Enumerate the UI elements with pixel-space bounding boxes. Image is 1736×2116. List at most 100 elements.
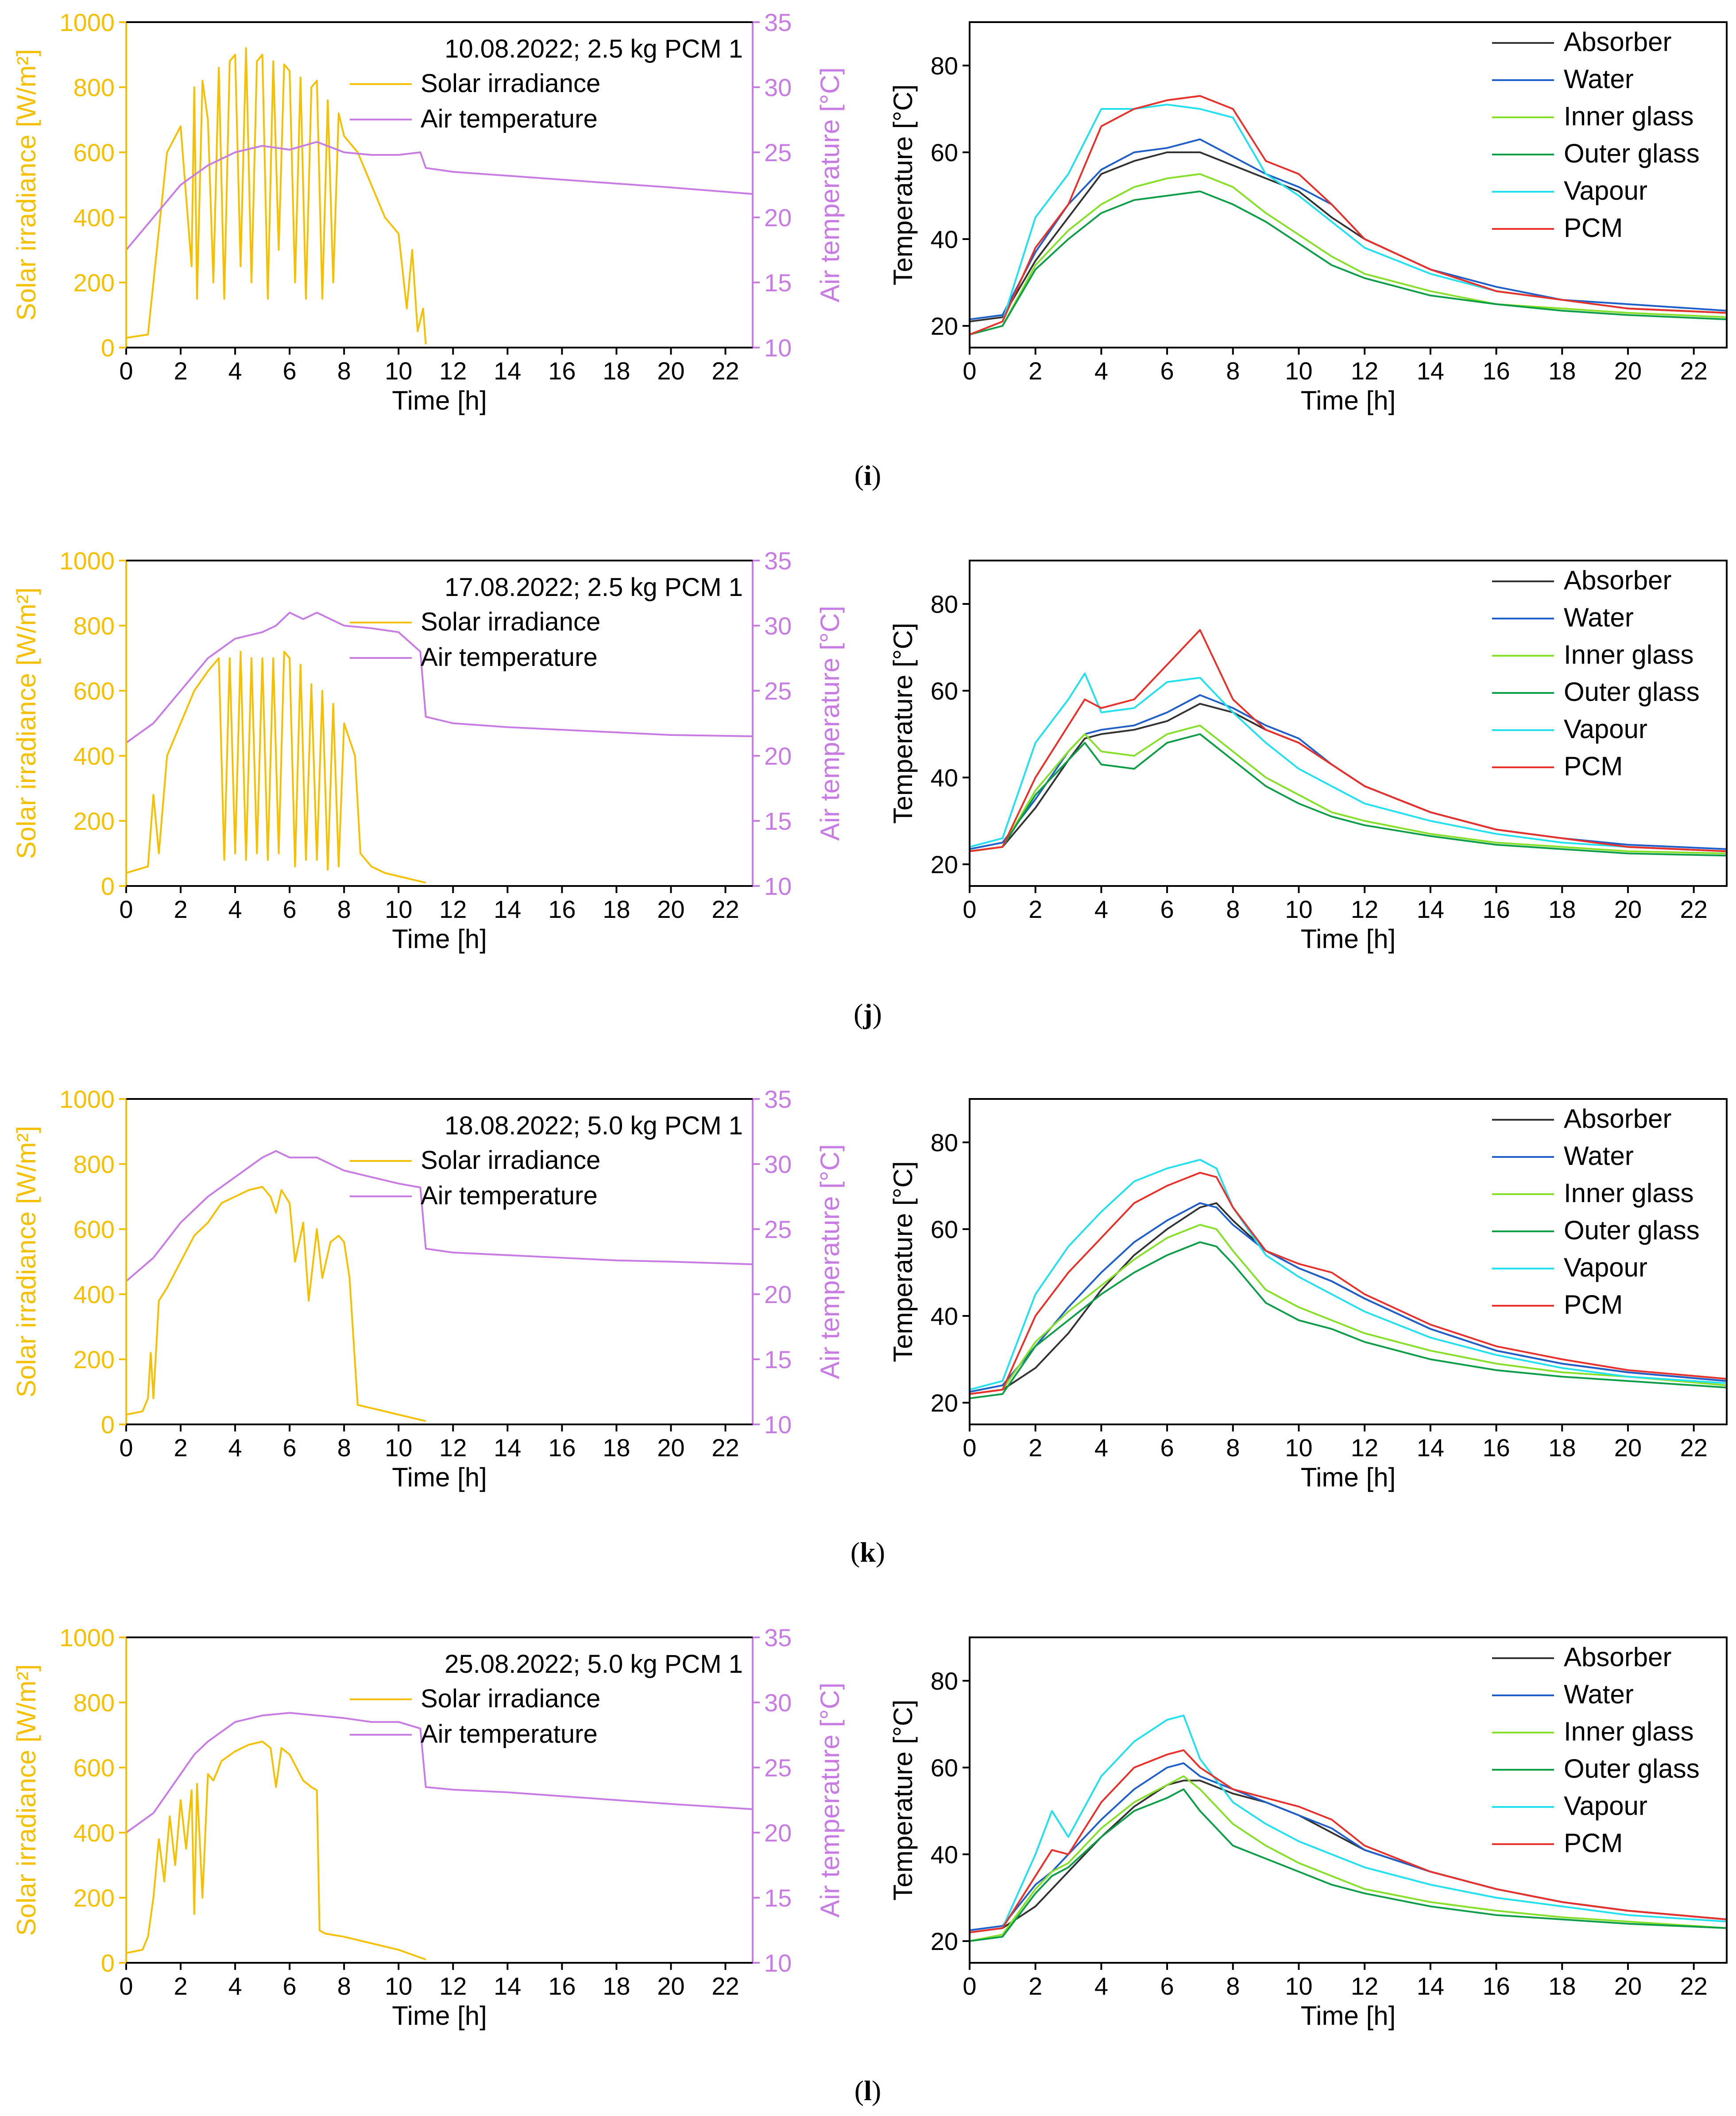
panel-row-i: 0 2 4 6 8 10 12 14 16 18 20 22020040060080010001015… [12, 8, 1728, 491]
y-tick-label: 60 [931, 139, 958, 166]
legend-entry: Absorber [1564, 27, 1671, 57]
x-tick-label: 12 [1351, 895, 1378, 923]
panel-label: (k) [851, 1536, 885, 1568]
vapour-line [969, 672, 1727, 852]
y2-tick-label: 35 [764, 1624, 792, 1652]
legend-entry: Air temperature [421, 1181, 598, 1210]
x-axis-label: Time [h] [392, 2001, 487, 2031]
y2-tick-label: 25 [764, 139, 792, 166]
x-tick-label: 0 [963, 895, 976, 923]
x-tick-label: 10 [1285, 1972, 1312, 2000]
y2-tick-label: 10 [764, 334, 792, 362]
temperature-chart: 0 2 4 6 8 10 12 14 16 18 20 22 20 40 60 80 Time [h] Tempe… [888, 560, 1728, 954]
y-tick-label: 40 [931, 764, 958, 792]
legend-entry: Solar irradiance [421, 1684, 600, 1713]
x-tick-label: 16 [1482, 1972, 1510, 2000]
x-tick-label: 18 [1548, 895, 1576, 923]
x-tick-label: 12 [1351, 1434, 1378, 1462]
x-tick-label: 18 [1548, 1972, 1576, 2000]
y-tick-label: 600 [73, 1754, 115, 1782]
x-axis-label: Time [h] [1301, 386, 1396, 415]
info-label: 25.08.2022; 5.0 kg PCM 1 [445, 1650, 743, 1679]
y2-tick-label: 35 [764, 8, 792, 36]
x-tick-label: 8 [1226, 357, 1240, 385]
legend-entry: Absorber [1564, 565, 1671, 595]
y-tick-label: 1000 [59, 547, 115, 575]
y-tick-label: 400 [73, 742, 115, 770]
panel-label: (l) [854, 2075, 881, 2106]
y-tick-label: 20 [931, 312, 958, 340]
x-tick-label: 16 [548, 1434, 576, 1462]
panel-label-open: ( [854, 460, 864, 491]
y-tick-label: 60 [931, 1754, 958, 1782]
legend-entry: Outer glass [1564, 1754, 1700, 1783]
x-axis-label: Time [h] [392, 924, 487, 954]
legend-entry: Inner glass [1564, 1178, 1694, 1208]
y2-tick-label: 15 [764, 269, 792, 297]
x-tick-label: 8 [337, 895, 351, 923]
legend-entry: PCM [1564, 1290, 1623, 1319]
y-tick-label: 0 [101, 872, 115, 900]
x-axis-label: Time [h] [1301, 1462, 1396, 1492]
solar-irradiance-line [126, 47, 427, 344]
y2-tick-label: 35 [764, 1085, 792, 1113]
panel-label-letter: i [864, 460, 872, 491]
outer-glass-line [969, 1241, 1727, 1400]
x-tick-label: 12 [439, 1434, 467, 1462]
y-tick-label: 0 [101, 334, 115, 362]
x-tick-label: 6 [283, 357, 297, 385]
legend-entry: Water [1564, 603, 1634, 632]
x-tick-label: 18 [603, 1434, 630, 1462]
x-tick-label: 6 [1160, 1972, 1174, 2000]
y-tick-label: 60 [931, 677, 958, 705]
y-tick-label: 80 [931, 1667, 958, 1695]
x-tick-label: 18 [603, 1972, 630, 2000]
legend-entry: Outer glass [1564, 677, 1700, 707]
y2-axis-label: Air temperature [°C] [815, 67, 845, 302]
x-tick-label: 8 [337, 1972, 351, 2000]
x-tick-label: 10 [385, 895, 412, 923]
pcm-line [969, 629, 1727, 852]
x-tick-label: 8 [1226, 1972, 1240, 2000]
x-tick-label: 2 [174, 895, 187, 923]
panel-label-close: ) [876, 1536, 885, 1568]
x-tick-label: 20 [657, 1972, 684, 2000]
x-tick-label: 16 [548, 357, 576, 385]
water-line [969, 1202, 1727, 1393]
pcm-line [969, 1172, 1727, 1395]
x-tick-label: 4 [228, 895, 242, 923]
legend-entry: Water [1564, 1679, 1634, 1709]
x-tick-label: 2 [174, 1434, 187, 1462]
x-tick-label: 10 [385, 1434, 412, 1462]
legend-entry: Inner glass [1564, 1717, 1694, 1746]
air-temperature-line [125, 611, 753, 744]
legend-entry: Vapour [1564, 1791, 1647, 1821]
y-tick-label: 600 [73, 139, 115, 166]
temperature-chart: 0 2 4 6 8 10 12 14 16 18 20 22 20 40 60 80 Time [h] Tempe… [888, 1098, 1728, 1492]
y-tick-label: 20 [931, 1927, 958, 1955]
info-label: 17.08.2022; 2.5 kg PCM 1 [445, 573, 743, 602]
x-tick-label: 6 [283, 1434, 297, 1462]
x-tick-label: 22 [1680, 357, 1708, 385]
x-tick-label: 0 [119, 895, 133, 923]
x-tick-label: 2 [1028, 1434, 1042, 1462]
legend-entry: Water [1564, 64, 1634, 94]
y2-tick-label: 20 [764, 1819, 792, 1847]
y2-tick-label: 30 [764, 1689, 792, 1717]
x-tick-label: 18 [1548, 1434, 1576, 1462]
y2-tick-label: 20 [764, 204, 792, 232]
legend-entry: Absorber [1564, 1104, 1671, 1133]
panel-row-j: 0 2 4 6 8 10 12 14 16 18 20 22020040060080010001015… [12, 547, 1728, 1029]
y2-tick-label: 15 [764, 1884, 792, 1912]
y-axis-label: Solar irradiance [W/m²] [12, 1126, 41, 1397]
x-tick-label: 20 [1614, 1434, 1642, 1462]
x-tick-label: 14 [1417, 1972, 1444, 2000]
x-tick-label: 4 [1094, 895, 1108, 923]
y2-axis-label: Air temperature [°C] [815, 606, 845, 841]
x-tick-label: 8 [1226, 895, 1240, 923]
x-tick-label: 12 [439, 357, 467, 385]
x-tick-label: 18 [1548, 357, 1576, 385]
y2-tick-label: 25 [764, 1754, 792, 1782]
y-tick-label: 1000 [59, 1624, 115, 1652]
plot-frame [969, 1636, 1728, 1964]
